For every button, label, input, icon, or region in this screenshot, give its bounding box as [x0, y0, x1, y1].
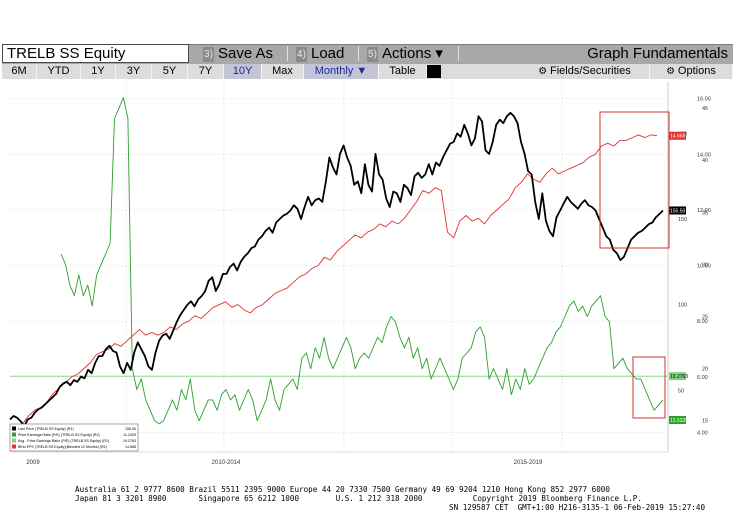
options-label: Options	[677, 65, 716, 77]
eps-tick-label: 100	[678, 303, 687, 309]
menu-number-3: 3)	[203, 47, 214, 62]
price-line	[9, 111, 664, 428]
price-tick-label: 8.00	[697, 319, 708, 325]
save-as-button[interactable]: 3) Save As	[203, 44, 273, 63]
footer-line-1: Australia 61 2 9777 8600 Brazil 5511 239…	[75, 485, 610, 494]
save-as-label: Save As	[218, 45, 274, 62]
pe-ratio-line	[60, 97, 664, 425]
legend-swatch	[12, 432, 16, 437]
fields-label: Fields/Securities	[550, 65, 631, 77]
legend-value: 19.2763	[123, 439, 136, 443]
legend-label: Last Price (TRELB SS Equity) (R1)	[18, 427, 74, 431]
pe-tick-label: 20	[702, 367, 708, 373]
chart-axes: 2009 2010-2014 2015-2019 16.00 14.00 12.00 10.…	[10, 82, 711, 466]
period-ytd-button[interactable]: YTD	[37, 64, 81, 79]
chart-grid	[10, 82, 668, 452]
menu-separator	[287, 46, 288, 61]
pe-tick-label: 45	[702, 106, 708, 112]
pe-tick-label: 30	[702, 262, 708, 268]
actions-button[interactable]: 5) Actions ▾	[367, 44, 443, 63]
pe-tick-label: 25	[702, 315, 708, 321]
eps-last-label-bg	[669, 131, 686, 140]
x-tick-label: 2010-2014	[212, 460, 241, 466]
legend-value: 14.668	[125, 445, 136, 449]
chart-series	[9, 97, 668, 436]
price-tick-label: 6.00	[697, 375, 708, 381]
eps-line	[9, 134, 658, 436]
x-tick-label: 2009	[26, 460, 40, 466]
highlight-box-top	[599, 111, 670, 249]
legend-value: 11.2429	[123, 433, 136, 437]
highlight-boxes	[599, 111, 670, 419]
price-tick-label: 4.00	[697, 431, 708, 437]
period-7y-button[interactable]: 7Y	[188, 64, 224, 79]
options-button[interactable]: ⚙ Options	[650, 64, 733, 79]
legend-box	[9, 423, 139, 452]
pe-avg-last-label: 19.2763	[670, 374, 688, 380]
frequency-dropdown[interactable]: Monthly ▼	[304, 64, 379, 79]
graph-title: Graph Fundamentals	[587, 45, 728, 62]
legend-swatch	[12, 444, 16, 449]
period-max-button[interactable]: Max	[262, 64, 304, 79]
period-10y-button[interactable]: 10Y	[224, 64, 262, 79]
price-last-label: 155.50	[670, 208, 686, 214]
footer-line-2: Japan 81 3 3201 8900 Singapore 65 6212 1…	[75, 494, 642, 503]
period-5y-button[interactable]: 5Y	[152, 64, 188, 79]
legend-swatch	[12, 438, 16, 443]
period-3y-button[interactable]: 3Y	[116, 64, 152, 79]
price-tick-label: 14.00	[697, 152, 711, 158]
color-swatch[interactable]	[427, 65, 441, 78]
legend-label: BEst EPS (TRELB SS Equity)(Blended 12 Mo…	[18, 445, 107, 449]
highlight-box-bottom	[632, 356, 666, 419]
period-6m-button[interactable]: 6M	[2, 64, 37, 79]
load-button[interactable]: 4) Load	[296, 44, 344, 63]
price-tick-label: 16.00	[697, 97, 711, 103]
period-1y-button[interactable]: 1Y	[81, 64, 116, 79]
options-icon: ⚙	[666, 66, 678, 77]
eps-last-label: 14.668	[670, 134, 686, 140]
actions-label: Actions ▾	[382, 45, 443, 62]
pe-last-label-bg	[669, 416, 686, 424]
table-button[interactable]: Table	[379, 64, 427, 79]
pe-last-label: 13.5329	[670, 418, 688, 424]
pe-tick-label: 40	[702, 158, 708, 164]
pe-tick-label: 15	[702, 419, 708, 425]
fields-icon: ⚙	[538, 66, 551, 77]
menu-separator	[458, 46, 459, 61]
menu-number-5: 5)	[367, 47, 378, 62]
price-last-label-bg	[669, 206, 686, 215]
chart-legend: Last Price (TRELB SS Equity) (R1) 155.50 P…	[9, 423, 139, 452]
menu-number-4: 4)	[296, 47, 307, 62]
menu-separator	[358, 46, 359, 61]
legend-label: Price Earnings Ratio (P/E) (TRELB SS Equ…	[18, 433, 100, 437]
eps-tick-label: 50	[678, 388, 684, 394]
footer-line-3: SN 129587 CET GMT+1:00 H216-3135-1 06-Fe…	[449, 503, 706, 512]
load-label: Load	[311, 45, 345, 62]
legend-value: 155.50	[125, 427, 136, 431]
legend-label: Avg - Price Earnings Ratio (P/E) (TRELB …	[18, 439, 109, 443]
pe-tick-label: 35	[702, 210, 708, 216]
x-tick-label: 2015-2019	[514, 460, 543, 466]
legend-swatch	[12, 426, 16, 431]
fields-securities-button[interactable]: ⚙ Fields/Securities	[520, 64, 650, 79]
eps-tick-label: 150	[678, 217, 687, 223]
price-tick-label: 12.00	[697, 208, 711, 214]
price-tick-label: 10.00	[697, 264, 711, 270]
ticker-field[interactable]: TRELB SS Equity	[2, 44, 189, 63]
pe-avg-last-label-bg	[669, 372, 686, 381]
